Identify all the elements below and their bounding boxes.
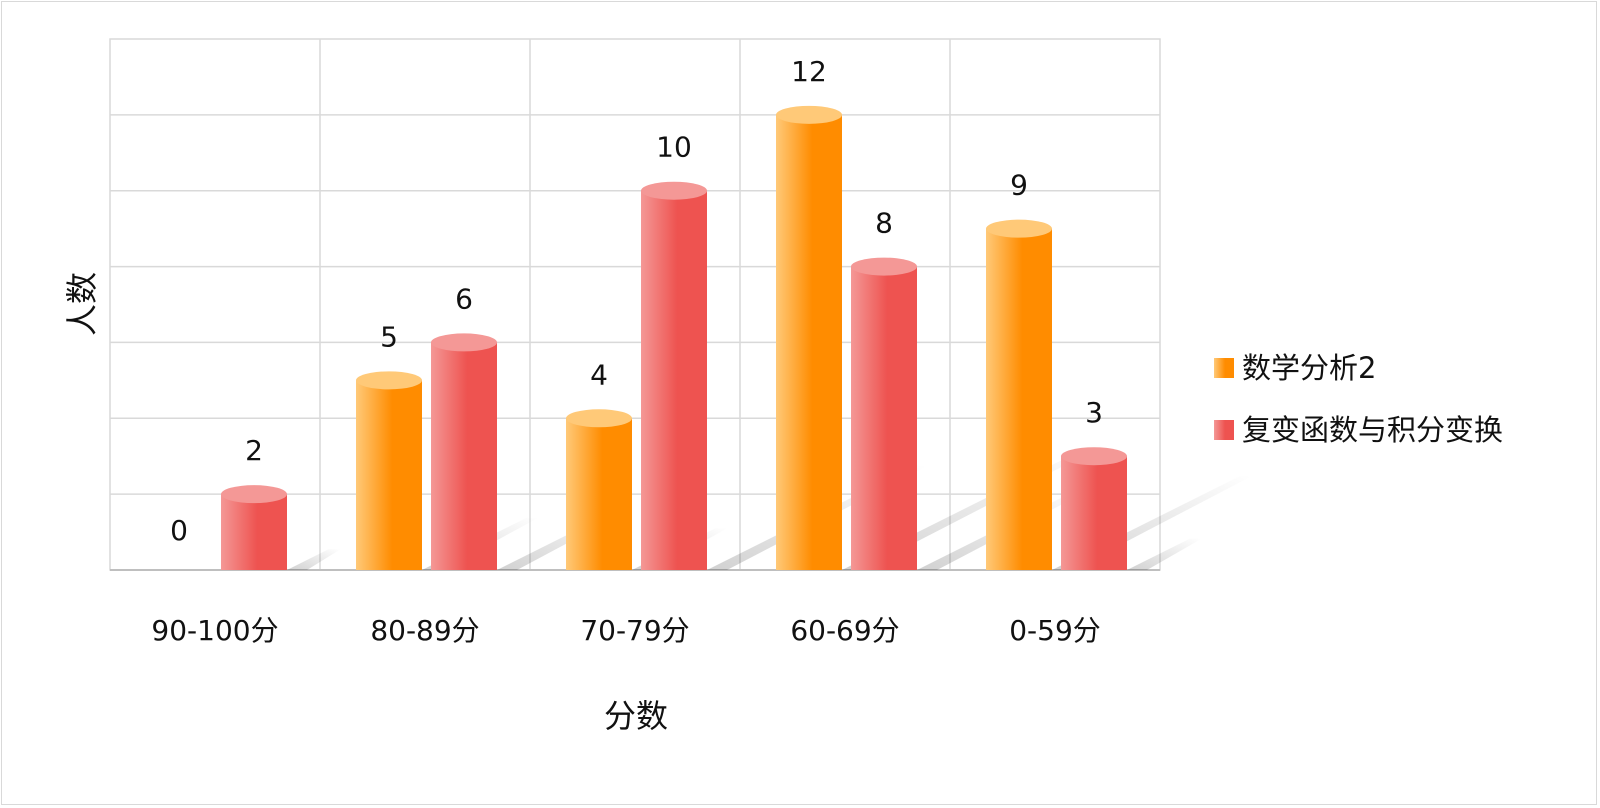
x-tick-label: 60-69分 [790,614,899,647]
bar [356,371,422,570]
legend: 数学分析2 复变函数与积分变换 [1214,351,1503,447]
bar-top [851,257,917,276]
legend-label: 数学分析2 [1242,351,1376,385]
legend-item: 复变函数与积分变换 [1214,413,1503,447]
y-axis-title: 人数 [63,272,101,336]
bar-body [566,418,632,570]
x-tick-label: 70-79分 [580,614,689,647]
bar-body [851,266,917,570]
data-label: 2 [245,434,263,467]
bar [851,257,917,570]
data-label: 5 [380,320,398,353]
bar-body [221,494,287,570]
bar-body [776,114,842,570]
data-label: 6 [455,282,473,315]
x-tick-label: 90-100分 [151,614,278,647]
data-label: 9 [1010,169,1028,202]
x-tick-label: 0-59分 [1009,614,1101,647]
legend-swatch [1214,420,1234,440]
bar-body [1061,456,1127,570]
bar-body [431,342,497,570]
bar-layer [221,105,1127,570]
bar-top [431,333,497,352]
bar [776,105,842,570]
data-label: 10 [656,131,692,164]
data-label: 4 [590,358,608,391]
legend-label: 复变函数与积分变换 [1242,413,1503,447]
bar [566,409,632,570]
data-label: 12 [791,55,827,88]
data-label: 0 [170,514,188,547]
bar [641,181,707,570]
bar-top [986,219,1052,238]
bar [1061,447,1127,570]
bar-body [986,228,1052,570]
bar-top [1061,447,1127,466]
legend-swatch [1214,358,1234,378]
bar-shadow [1127,538,1202,570]
legend-item: 数学分析2 [1214,351,1376,385]
bar-shadow [287,549,341,570]
bar [431,333,497,570]
bar-top [566,409,632,428]
bar-top [641,181,707,200]
data-label: 8 [875,207,893,240]
bar [986,219,1052,570]
bar-top [776,105,842,124]
bar-body [641,190,707,570]
x-tick-label: 80-89分 [370,614,479,647]
bar-top [356,371,422,390]
data-label: 3 [1085,396,1103,429]
x-axis-title: 分数 [604,697,668,735]
bar-body [356,380,422,570]
bar-top [221,485,287,504]
label-layer: 90-100分 0 2 80-89分 5 6 70-79分 4 10 60-69分 12 8 0-59分… [151,55,1103,647]
bar [221,485,287,570]
